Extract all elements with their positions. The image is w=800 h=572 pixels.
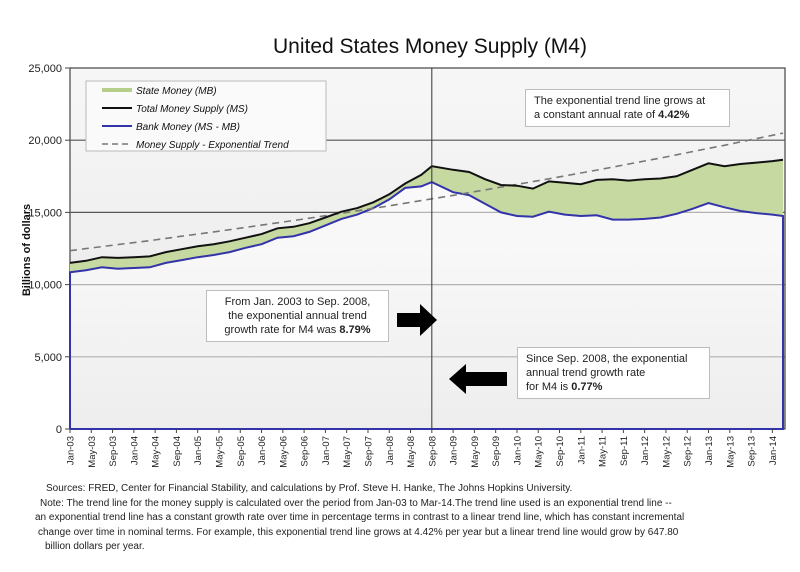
annotation-pre-line-2: the exponential annual trend: [228, 310, 367, 322]
x-tick-label: Sep-08: [427, 436, 438, 467]
footer-note-line-1: Note: The trend line for the money suppl…: [40, 497, 672, 509]
x-tick-label: May-06: [278, 436, 289, 468]
x-tick-label: Jan-04: [129, 436, 140, 465]
y-tick-label: 25,000: [28, 63, 62, 75]
x-tick-label: May-03: [87, 436, 98, 468]
x-tick-label: May-07: [342, 436, 353, 468]
annotation-pre-2008: From Jan. 2003 to Sep. 2008, the exponen…: [206, 290, 389, 342]
annotation-trend-rate: The exponential trend line grows at a co…: [525, 89, 730, 127]
x-tick-label: Jan-06: [257, 436, 268, 465]
annotation-post-text: for M4 is: [526, 381, 572, 393]
x-tick-label: Sep-06: [300, 436, 311, 467]
x-tick-label: May-08: [406, 436, 417, 468]
legend-label-state-money: State Money (MB): [136, 86, 217, 97]
footer-note-line-2: an exponential trend line has a constant…: [35, 512, 685, 523]
legend-label-total-money: Total Money Supply (MS): [136, 104, 248, 115]
legend-label-trend: Money Supply - Exponential Trend: [136, 140, 289, 151]
x-tick-label: Sep-05: [236, 436, 247, 467]
arrow-left-icon: [449, 364, 507, 394]
annotation-trend-value: 4.42%: [658, 109, 690, 121]
x-tick-label: Sep-03: [108, 436, 119, 467]
x-tick-label: Jan-08: [385, 436, 396, 465]
annotation-pre-line-3: growth rate for M4 was 8.79%: [215, 323, 380, 337]
x-tick-label: Jan-05: [193, 436, 204, 465]
annotation-trend-text: a constant annual rate of: [534, 109, 659, 121]
annotation-pre-value: 8.79%: [339, 324, 371, 336]
total-money-supply-line: [69, 158, 784, 264]
x-tick-label: May-12: [661, 436, 672, 468]
x-tick-label: Jan-13: [704, 436, 715, 465]
x-tick-label: Sep-07: [363, 436, 374, 467]
money-supply-chart: United States Money Supply (M4) 0 5,000 10…: [21, 35, 786, 468]
x-tick-label: Sep-12: [683, 436, 694, 467]
annotation-post-line-3: for M4 is 0.77%: [526, 380, 701, 394]
chart-title: United States Money Supply (M4): [273, 35, 587, 58]
x-tick-label: May-05: [214, 436, 225, 468]
annotation-post-line-2: annual trend growth rate: [526, 367, 646, 379]
x-axis-ticks: Jan-03 May-03 Sep-03 Jan-04 May-04 Sep-04 Jan-…: [66, 429, 779, 468]
x-tick-label: Jan-03: [66, 436, 77, 465]
x-tick-label: May-13: [725, 436, 736, 468]
arrow-right-icon: [397, 304, 437, 336]
x-tick-label: Sep-11: [619, 436, 630, 466]
annotation-trend-line-2: a constant annual rate of 4.42%: [534, 108, 721, 122]
annotation-post-value: 0.77%: [571, 381, 603, 393]
x-tick-label: Jan-11: [576, 436, 587, 464]
footer-notes: Sources: FRED, Center for Financial Stab…: [0, 482, 800, 555]
x-tick-label: Sep-04: [172, 436, 183, 467]
annotation-pre-line-1: From Jan. 2003 to Sep. 2008,: [224, 296, 371, 308]
x-tick-label: Sep-10: [555, 436, 566, 467]
x-tick-label: May-11: [598, 436, 609, 467]
y-tick-label: 15,000: [28, 207, 62, 219]
footer-note-line-4: billion dollars per year.: [45, 541, 145, 552]
x-tick-label: May-10: [534, 436, 545, 468]
annotation-post-2008: Since Sep. 2008, the exponential annual …: [517, 347, 710, 399]
annotation-post-line-1: Since Sep. 2008, the exponential: [526, 353, 688, 365]
annotation-trend-line-1: The exponential trend line grows at: [534, 95, 706, 107]
x-tick-label: May-09: [470, 436, 481, 468]
x-tick-label: Jan-07: [321, 436, 332, 465]
x-tick-label: Sep-13: [747, 436, 758, 467]
legend: State Money (MB) Total Money Supply (MS)…: [85, 80, 327, 152]
y-tick-label: 5,000: [34, 352, 62, 364]
x-tick-label: Jan-14: [768, 436, 779, 465]
legend-label-bank-money: Bank Money (MS - MB): [136, 122, 240, 133]
state-money-band: [70, 159, 783, 273]
footer-sources: Sources: FRED, Center for Financial Stab…: [46, 483, 573, 494]
x-tick-label: Jan-10: [512, 436, 523, 465]
x-tick-label: Sep-09: [491, 436, 502, 467]
footer-note-line-3: change over time in nominal terms. For e…: [38, 526, 679, 538]
y-axis-label: Billions of dollars: [21, 204, 33, 296]
legend-box: [85, 80, 327, 152]
x-tick-label: Jan-09: [449, 436, 460, 465]
y-axis-ticks: 0 5,000 10,000 15,000 20,000 25,000: [28, 63, 70, 436]
annotation-pre-text: growth rate for M4 was: [224, 324, 340, 336]
y-tick-label: 0: [56, 424, 62, 436]
y-tick-label: 10,000: [28, 280, 62, 292]
exponential-trend-line: [69, 132, 784, 252]
x-tick-label: Jan-12: [640, 436, 651, 465]
x-tick-label: May-04: [151, 436, 162, 468]
y-tick-label: 20,000: [28, 135, 62, 147]
